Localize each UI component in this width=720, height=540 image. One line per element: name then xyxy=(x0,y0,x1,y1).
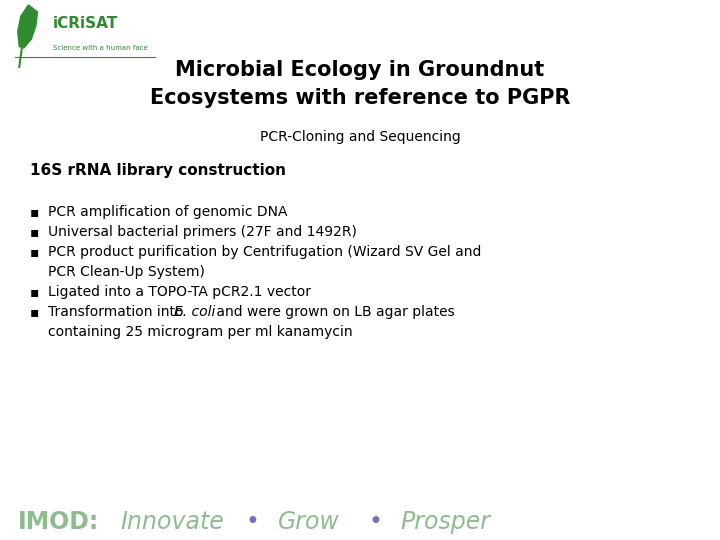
Text: Science with a human face: Science with a human face xyxy=(53,45,148,51)
Text: •: • xyxy=(368,510,382,534)
Text: PCR product purification by Centrifugation (Wizard SV Gel and: PCR product purification by Centrifugati… xyxy=(48,245,482,259)
Text: Transformation into: Transformation into xyxy=(48,305,188,319)
Text: Prosper: Prosper xyxy=(400,510,490,534)
Text: ▪: ▪ xyxy=(30,205,40,219)
Text: Microbial Ecology in Groundnut: Microbial Ecology in Groundnut xyxy=(176,60,544,80)
Text: Universal bacterial primers (27F and 1492R): Universal bacterial primers (27F and 149… xyxy=(48,225,357,239)
Text: PCR Clean-Up System): PCR Clean-Up System) xyxy=(48,265,205,279)
Text: Ecosystems with reference to PGPR: Ecosystems with reference to PGPR xyxy=(150,88,570,108)
Text: IMOD:: IMOD: xyxy=(18,510,99,534)
Text: containing 25 microgram per ml kanamycin: containing 25 microgram per ml kanamycin xyxy=(48,325,353,339)
Text: iCRiSAT: iCRiSAT xyxy=(53,16,118,31)
Text: E. coli: E. coli xyxy=(174,305,215,319)
Text: ▪: ▪ xyxy=(30,305,40,319)
Text: Innovate: Innovate xyxy=(120,510,224,534)
Text: ▪: ▪ xyxy=(30,225,40,239)
Text: 16S rRNA library construction: 16S rRNA library construction xyxy=(30,163,286,178)
Text: PCR amplification of genomic DNA: PCR amplification of genomic DNA xyxy=(48,205,287,219)
Text: •: • xyxy=(245,510,259,534)
Text: Grow: Grow xyxy=(278,510,340,534)
Polygon shape xyxy=(18,5,37,48)
Text: and were grown on LB agar plates: and were grown on LB agar plates xyxy=(212,305,455,319)
Text: PCR-Cloning and Sequencing: PCR-Cloning and Sequencing xyxy=(260,130,460,144)
Text: Ligated into a TOPO-TA pCR2.1 vector: Ligated into a TOPO-TA pCR2.1 vector xyxy=(48,285,311,299)
Text: ▪: ▪ xyxy=(30,245,40,259)
Text: ▪: ▪ xyxy=(30,285,40,299)
